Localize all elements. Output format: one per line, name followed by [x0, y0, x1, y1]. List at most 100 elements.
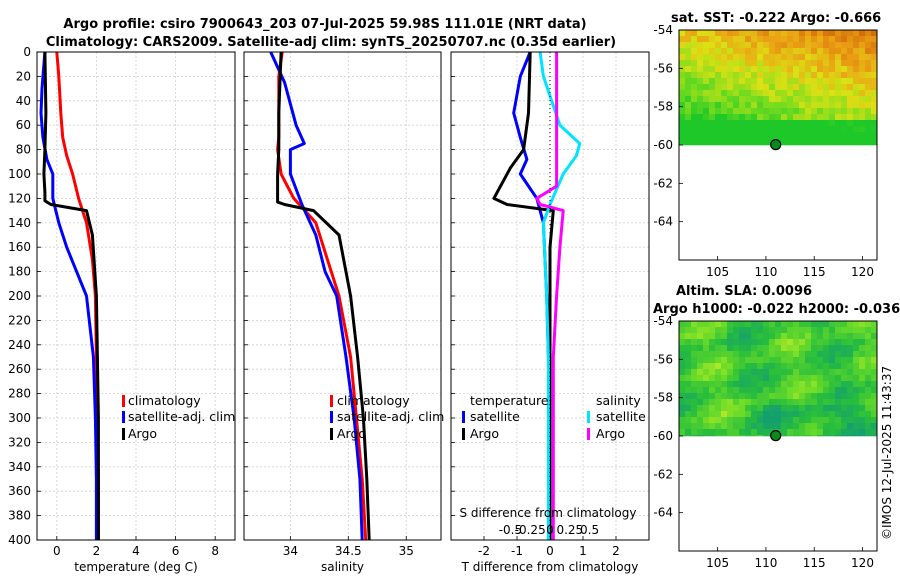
- heatmap-cell: [751, 405, 758, 412]
- heatmap-cell: [763, 375, 770, 382]
- heatmap-cell: [721, 435, 728, 437]
- heatmap-cell: [805, 72, 812, 79]
- heatmap-cell: [739, 108, 746, 115]
- heatmap-cell: [697, 48, 704, 55]
- heatmap-cell: [709, 405, 716, 412]
- heatmap-cell: [835, 102, 842, 109]
- heatmap-cell: [829, 42, 836, 49]
- legend-label-satellite: satellite-adj. clim: [128, 409, 235, 424]
- heatmap-cell: [787, 84, 794, 91]
- heatmap-cell: [721, 102, 728, 109]
- heatmap-cell: [745, 387, 752, 394]
- heatmap-cell: [745, 399, 752, 406]
- heatmap-cell: [799, 369, 806, 376]
- heatmap-cell: [793, 42, 800, 49]
- heatmap-cell: [793, 90, 800, 97]
- heatmap-cell: [805, 138, 812, 145]
- heatmap-cell: [841, 90, 848, 97]
- heatmap-cell: [847, 399, 854, 406]
- heatmap-cell: [721, 138, 728, 145]
- heatmap-cell: [781, 30, 788, 37]
- heatmap-cell: [829, 387, 836, 394]
- heatmap-cell: [727, 375, 734, 382]
- heatmap-cell: [781, 114, 788, 121]
- heatmap-cell: [811, 429, 818, 436]
- heatmap-cell: [835, 138, 842, 145]
- heatmap-cell: [697, 90, 704, 97]
- heatmap-cell: [817, 357, 824, 364]
- x-tick-label: 2: [93, 544, 101, 558]
- heatmap-cell: [739, 423, 746, 430]
- y-tick-label: -58: [653, 100, 673, 114]
- heatmap-cell: [709, 30, 716, 37]
- heatmap-cell: [769, 321, 776, 328]
- heatmap-cell: [769, 96, 776, 103]
- heatmap-cell: [757, 351, 764, 358]
- heatmap-cell: [787, 126, 794, 133]
- heatmap-cell: [751, 72, 758, 79]
- heatmap-cell: [793, 138, 800, 145]
- heatmap-cell: [841, 120, 848, 127]
- heatmap-cell: [739, 114, 746, 121]
- heatmap-cell: [679, 393, 686, 400]
- heatmap-cell: [763, 78, 770, 85]
- heatmap-cell: [805, 30, 812, 37]
- heatmap-cell: [685, 363, 692, 370]
- heatmap-cell: [715, 351, 722, 358]
- heatmap-cell: [715, 357, 722, 364]
- heatmap-cell: [703, 120, 710, 127]
- heatmap-cell: [823, 435, 830, 437]
- x-tick-label: 115: [803, 265, 826, 279]
- heatmap-cell: [859, 339, 866, 346]
- heatmap-cell: [799, 375, 806, 382]
- heatmap-cell: [847, 369, 854, 376]
- heatmap-cell: [775, 120, 782, 127]
- heatmap-cell: [781, 102, 788, 109]
- heatmap-cell: [721, 405, 728, 412]
- heatmap-cell: [805, 411, 812, 418]
- heatmap-cell: [715, 78, 722, 85]
- heatmap-cell: [727, 72, 734, 79]
- heatmap-cell: [691, 114, 698, 121]
- heatmap-cell: [859, 387, 866, 394]
- heatmap-cell: [853, 417, 860, 424]
- y-tick-label: -56: [653, 61, 673, 75]
- heatmap-cell: [739, 363, 746, 370]
- heatmap-cell: [799, 393, 806, 400]
- heatmap-cell: [721, 66, 728, 73]
- heatmap-cell: [757, 393, 764, 400]
- heatmap-cell: [769, 387, 776, 394]
- heatmap-cell: [835, 435, 842, 437]
- heatmap-cell: [721, 381, 728, 388]
- heatmap-cell: [775, 30, 782, 37]
- heatmap-cell: [811, 357, 818, 364]
- heatmap-cell: [841, 60, 848, 67]
- heatmap-cell: [739, 132, 746, 139]
- y-tick-label: -62: [653, 176, 673, 190]
- heatmap-cell: [811, 423, 818, 430]
- heatmap-cell: [733, 411, 740, 418]
- heatmap-cell: [799, 78, 806, 85]
- heatmap-cell: [703, 363, 710, 370]
- x-tick-label: 110: [754, 556, 777, 570]
- heatmap-cell: [829, 108, 836, 115]
- heatmap-cell: [859, 114, 866, 121]
- heatmap-cell: [745, 333, 752, 340]
- heatmap-cell: [757, 417, 764, 424]
- heatmap-cell: [805, 369, 812, 376]
- heatmap-cell: [859, 357, 866, 364]
- heatmap-cell: [727, 417, 734, 424]
- heatmap-cell: [763, 435, 770, 437]
- heatmap-cell: [697, 375, 704, 382]
- heatmap-cell: [751, 375, 758, 382]
- heatmap-cell: [793, 120, 800, 127]
- heatmap-cell: [865, 429, 872, 436]
- heatmap-cell: [805, 90, 812, 97]
- heatmap-cell: [799, 411, 806, 418]
- heatmap-cell: [793, 351, 800, 358]
- heatmap-cell: [859, 30, 866, 37]
- heatmap-cell: [865, 339, 872, 346]
- heatmap-cell: [691, 78, 698, 85]
- heatmap-cell: [721, 375, 728, 382]
- heatmap-cell: [787, 132, 794, 139]
